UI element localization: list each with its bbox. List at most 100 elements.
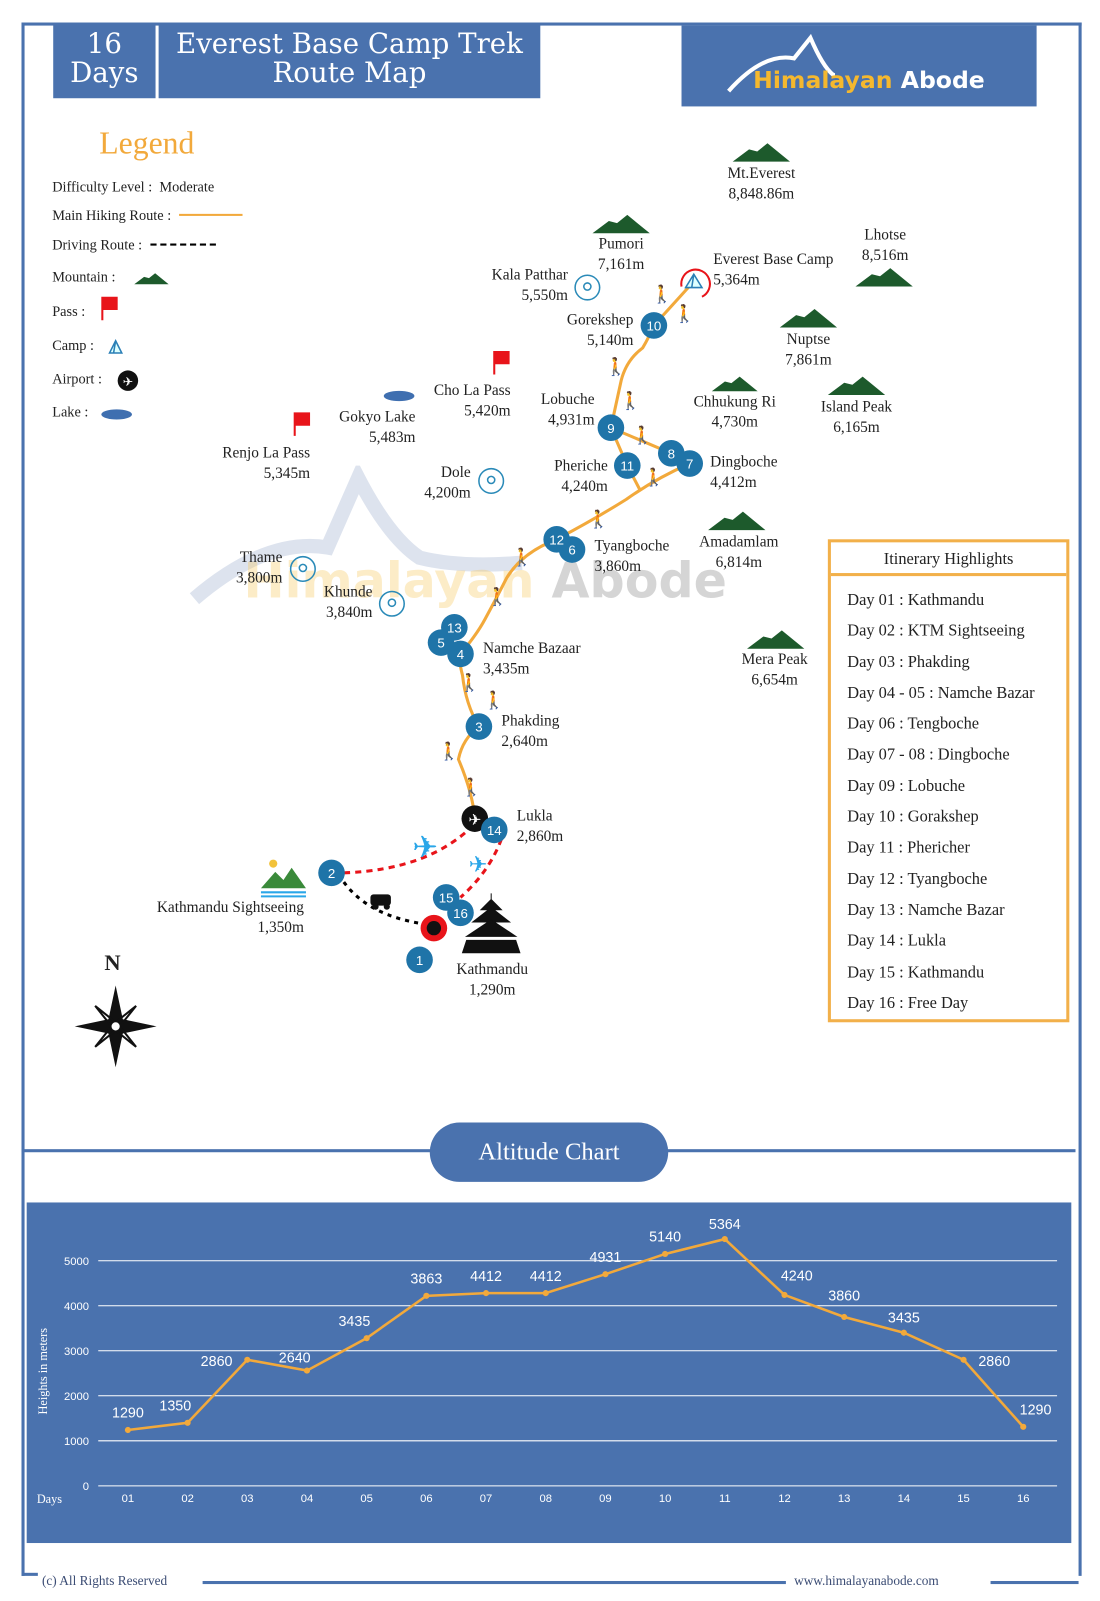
title-line-1: Everest Base Camp Trek (176, 28, 523, 61)
place-altitude: 4,931m (548, 412, 595, 429)
place-altitude: 5,140m (586, 332, 634, 349)
legend-lake-icon (101, 409, 133, 420)
place-name: Pheriche (554, 458, 608, 475)
x-tick-label: 08 (539, 1493, 552, 1505)
y-tick-label: 2000 (64, 1391, 89, 1403)
lake-label: Lake : (52, 405, 89, 421)
x-tick-label: 07 (480, 1493, 493, 1505)
place-name: Mera Peak (741, 651, 808, 669)
footer-rule (202, 1580, 786, 1585)
mountain-icon (592, 214, 650, 234)
website-link[interactable]: www.himalayanabode.com (794, 1572, 939, 1589)
place-altitude: 7,861m (785, 352, 832, 369)
pass-flag-icon (493, 350, 510, 375)
place-name: Gorekshep (566, 312, 634, 329)
hiker-icon: 🚶 (588, 509, 610, 530)
data-point (781, 1291, 788, 1298)
place-label-pumori: Pumori 7,161m (519, 234, 724, 275)
x-tick-label: 10 (659, 1493, 672, 1505)
y-tick-label: 1000 (64, 1436, 89, 1448)
y-tick-label: 4000 (64, 1301, 89, 1313)
place-altitude: 2,860m (516, 828, 564, 846)
camp-label: Camp : (52, 338, 94, 355)
hiker-icon: 🚶 (483, 690, 505, 711)
place-label-kala-patthar: Kala Patthar 5,550m (492, 265, 568, 306)
footer-rule (21, 1572, 38, 1576)
mountain-icon (779, 309, 838, 328)
driving-route-label: Driving Route : (52, 238, 143, 254)
place-altitude: 7,161m (597, 256, 645, 274)
place-altitude: 5,550m (521, 287, 568, 304)
page-title: Everest Base Camp Trek Route Map (158, 24, 541, 99)
place-label-lukla: Lukla 2,860m (517, 806, 563, 847)
legend-airport: Airport : (52, 372, 102, 388)
data-point (841, 1313, 848, 1321)
altitude-line (127, 1237, 1025, 1432)
sightseeing-icon (260, 859, 306, 898)
place-name: Nuptse (786, 331, 831, 348)
place-name: Pumori (598, 236, 644, 253)
legend-hiking-route: Main Hiking Route : (52, 209, 243, 225)
place-label-amadamlam: Amadamlam 6,814m (636, 532, 841, 573)
route-map: ✈ ✈ ✈ ✈ 🚶🚶🚶🚶🚶🚶🚶🚶🚶🚶🚶🚶🚶 (74, 143, 913, 1068)
place-name: Amadamlam (699, 534, 779, 551)
itinerary-item: Day 10 : Gorakshep (847, 808, 979, 826)
place-altitude: 5,420m (464, 403, 511, 420)
y-tick-label: 0 (83, 1481, 89, 1493)
place-label-namche-bazaar: Namche Bazaar 3,435m (483, 639, 581, 680)
days-box: 16 Days (53, 24, 156, 99)
place-altitude: 8,516m (861, 247, 909, 265)
legend-mountain: Mountain : (52, 270, 115, 286)
days-label: Days (70, 57, 139, 90)
hiker-icon: 🚶 (651, 284, 673, 305)
place-name: Dole (440, 464, 471, 481)
x-tick-label: 12 (778, 1493, 791, 1505)
legend-driving-route: Driving Route : (52, 238, 216, 254)
itinerary-item: Day 09 : Lobuche (847, 777, 966, 795)
data-label: 4412 (470, 1269, 502, 1285)
data-label: 3435 (338, 1314, 370, 1330)
mountain-icon (732, 143, 790, 162)
place-altitude: 3,860m (594, 558, 642, 576)
place-name: Khunde (323, 584, 373, 601)
place-name: Mt.Everest (727, 165, 796, 183)
mountain-icon (855, 268, 913, 287)
hiker-icon: 🚶 (438, 741, 460, 762)
logo-text-abode: Abode (900, 67, 985, 95)
itinerary-item: Day 13 : Namche Bazar (847, 901, 1005, 919)
place-name: Lhotse (864, 227, 907, 244)
place-label-kathmandu: Kathmandu 1,290m (390, 960, 595, 1001)
day-marker-3: 3 (465, 713, 493, 740)
temple-icon (461, 893, 521, 954)
place-label-mt-everest: Mt.Everest 8,848.86m (659, 164, 864, 205)
mountain-icon (134, 273, 169, 285)
data-label: 4240 (781, 1269, 813, 1285)
place-name: Lobuche (540, 391, 595, 409)
legend-airport-icon (117, 370, 139, 391)
place-name: Kathmandu (456, 961, 529, 979)
place-label-dingboche: Dingboche 4,412m (710, 452, 777, 493)
hiker-icon: 🚶 (605, 356, 627, 377)
place-name: Renjo La Pass (222, 445, 311, 462)
altitude-chart-title: Altitude Chart (429, 1122, 669, 1182)
x-tick-label: 15 (957, 1493, 970, 1505)
airport-label: Airport : (52, 372, 102, 388)
place-label-lobuche: Lobuche 4,931m (541, 390, 595, 431)
altitude-chart: 0 1000 2000 3000 4000 5000 01 02 03 04 05 06 07 08 09 1… (26, 1202, 1072, 1544)
place-label-thame: Thame 3,800m (236, 547, 282, 588)
place-altitude: 4,730m (711, 414, 758, 431)
place-label-lhotse: Lhotse 8,516m (783, 225, 988, 266)
data-point (303, 1367, 311, 1374)
place-label-island-peak: Island Peak 6,165m (754, 397, 959, 438)
flight-route-to-lukla (343, 822, 476, 875)
hiker-icon: 🚶 (632, 425, 654, 446)
x-axis-label: Days (37, 1492, 62, 1506)
brand-logo: Himalayan Abode (681, 25, 1037, 107)
place-altitude: 1,290m (468, 982, 516, 999)
driving-route-line-icon (150, 243, 216, 246)
data-label: 1290 (1020, 1403, 1052, 1419)
place-label-renjo-la-pass: Renjo La Pass 5,345m (222, 443, 310, 484)
place-label-kathmandu-sightseeing: Kathmandu Sightseeing 1,350m (157, 897, 304, 938)
location-pin-icon (378, 590, 405, 617)
